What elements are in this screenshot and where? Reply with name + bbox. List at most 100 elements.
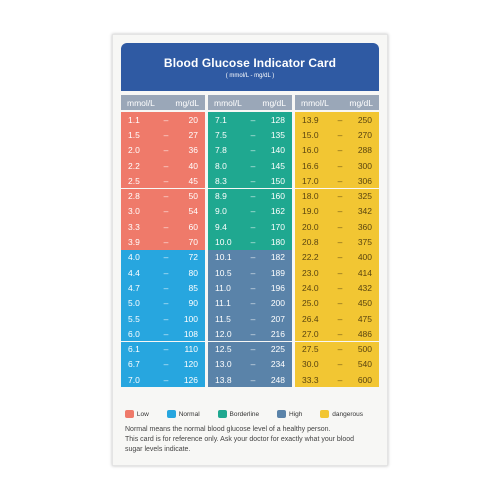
table-row: 16.0 – 288 bbox=[295, 142, 379, 158]
dash-separator: – bbox=[337, 129, 343, 140]
mmol-value: 12.5 bbox=[215, 344, 232, 355]
mmol-value: 20.8 bbox=[302, 237, 319, 248]
dash-separator: – bbox=[163, 252, 169, 263]
table-row: 6.7 – 120 bbox=[121, 356, 205, 373]
mmol-value: 4.4 bbox=[128, 267, 140, 278]
table-row: 18.0 – 325 bbox=[295, 188, 379, 204]
legend-swatch bbox=[277, 410, 287, 418]
table-row: 2.5 – 45 bbox=[121, 173, 205, 189]
table-row: 25.0 – 450 bbox=[295, 295, 379, 311]
mmol-value: 2.0 bbox=[128, 145, 140, 156]
dash-separator: – bbox=[337, 267, 343, 278]
mg-value: 60 bbox=[188, 221, 198, 232]
footer-note: Normal means the normal blood glucose le… bbox=[125, 425, 381, 455]
dash-separator: – bbox=[337, 298, 343, 309]
mg-value: 250 bbox=[357, 114, 372, 125]
note-line-2: This card is for reference only. Ask you… bbox=[125, 436, 355, 443]
table-row: 8.9 – 160 bbox=[208, 188, 292, 204]
mg-value: 189 bbox=[270, 267, 285, 278]
dash-separator: – bbox=[163, 237, 169, 248]
dash-separator: – bbox=[250, 282, 256, 293]
dash-separator: – bbox=[337, 191, 343, 202]
table-row: 11.0 – 196 bbox=[208, 280, 292, 296]
mmol-value: 33.3 bbox=[302, 374, 319, 385]
card-subtitle: ( mmol/L - mg/dL ) bbox=[225, 73, 275, 79]
table-row: 5.0 – 90 bbox=[121, 295, 205, 311]
table-row: 1.1 – 20 bbox=[121, 112, 205, 128]
mmol-value: 30.0 bbox=[302, 359, 319, 370]
header-mmol: mmol/L bbox=[301, 97, 329, 108]
table-row: 16.6 – 300 bbox=[295, 157, 379, 174]
mg-value: 85 bbox=[188, 282, 198, 293]
dash-separator: – bbox=[337, 145, 343, 156]
note-line-1: Normal means the normal blood glucose le… bbox=[125, 426, 331, 433]
dash-separator: – bbox=[337, 313, 343, 324]
mg-value: 36 bbox=[188, 145, 198, 156]
note-line-3: sugar levels indicate. bbox=[125, 446, 191, 453]
mmol-value: 7.0 bbox=[128, 374, 140, 385]
dash-separator: – bbox=[250, 344, 256, 355]
mg-value: 234 bbox=[270, 359, 285, 370]
legend-swatch bbox=[125, 410, 134, 418]
mg-value: 126 bbox=[183, 374, 198, 385]
dash-separator: – bbox=[250, 298, 256, 309]
mg-value: 306 bbox=[357, 175, 372, 186]
mmol-value: 7.5 bbox=[215, 129, 227, 140]
mmol-value: 2.8 bbox=[128, 191, 140, 202]
mg-value: 182 bbox=[270, 252, 285, 263]
table-row: 6.1 – 110 bbox=[121, 341, 205, 357]
legend-swatch bbox=[217, 410, 227, 418]
mmol-value: 11.1 bbox=[215, 298, 231, 309]
mg-value: 72 bbox=[188, 252, 198, 263]
dash-separator: – bbox=[250, 359, 256, 370]
mmol-value: 27.0 bbox=[302, 328, 319, 339]
mmol-value: 24.0 bbox=[302, 282, 319, 293]
header-mg: mg/dL bbox=[175, 97, 199, 108]
mg-value: 160 bbox=[270, 191, 285, 202]
table-row: 3.3 – 60 bbox=[121, 219, 205, 235]
mmol-value: 16.0 bbox=[302, 145, 319, 156]
dash-separator: – bbox=[163, 344, 169, 355]
mg-value: 342 bbox=[357, 206, 372, 217]
mmol-value: 10.1 bbox=[215, 252, 232, 263]
mg-value: 145 bbox=[270, 160, 285, 171]
header-mmol: mmol/L bbox=[214, 97, 242, 108]
dash-separator: – bbox=[163, 191, 169, 202]
mg-value: 400 bbox=[357, 252, 372, 263]
header-mmol: mmol/L bbox=[127, 97, 155, 108]
mmol-value: 1.1 bbox=[128, 114, 140, 125]
dash-separator: – bbox=[163, 206, 169, 217]
mmol-value: 3.0 bbox=[128, 206, 140, 217]
table-row: 9.0 – 162 bbox=[208, 203, 292, 220]
legend-label: Normal bbox=[178, 410, 200, 418]
mg-value: 225 bbox=[270, 344, 285, 355]
mg-value: 450 bbox=[357, 298, 372, 309]
mmol-value: 9.4 bbox=[215, 221, 227, 232]
table-row: 10.5 – 189 bbox=[208, 265, 292, 281]
table-row: 23.0 – 414 bbox=[295, 265, 379, 281]
column-header-1: mmol/L mg/dL bbox=[121, 95, 205, 110]
mmol-value: 2.5 bbox=[128, 175, 140, 186]
mmol-value: 6.7 bbox=[128, 359, 140, 370]
table-row: 8.3 – 150 bbox=[208, 173, 292, 189]
table-row: 6.0 – 108 bbox=[121, 326, 205, 342]
dash-separator: – bbox=[163, 221, 169, 232]
mg-value: 90 bbox=[188, 298, 198, 309]
mg-value: 100 bbox=[183, 313, 198, 324]
table-row: 2.2 – 40 bbox=[121, 157, 205, 174]
mmol-value: 6.0 bbox=[128, 328, 140, 339]
card-title: Blood Glucose Indicator Card bbox=[163, 56, 337, 70]
dash-separator: – bbox=[163, 359, 169, 370]
table-row: 10.1 – 182 bbox=[208, 249, 292, 265]
table-row: 2.8 – 50 bbox=[121, 188, 205, 204]
dash-separator: – bbox=[163, 267, 169, 278]
dash-separator: – bbox=[250, 191, 256, 202]
table-row: 33.3 – 600 bbox=[295, 372, 379, 388]
mmol-value: 10.5 bbox=[215, 267, 232, 278]
mg-value: 108 bbox=[183, 328, 198, 339]
mmol-value: 23.0 bbox=[302, 267, 319, 278]
column-header-2: mmol/L mg/dL bbox=[208, 95, 292, 110]
table-row: 20.8 – 375 bbox=[295, 234, 379, 250]
dash-separator: – bbox=[163, 374, 169, 385]
mg-value: 540 bbox=[357, 359, 372, 370]
